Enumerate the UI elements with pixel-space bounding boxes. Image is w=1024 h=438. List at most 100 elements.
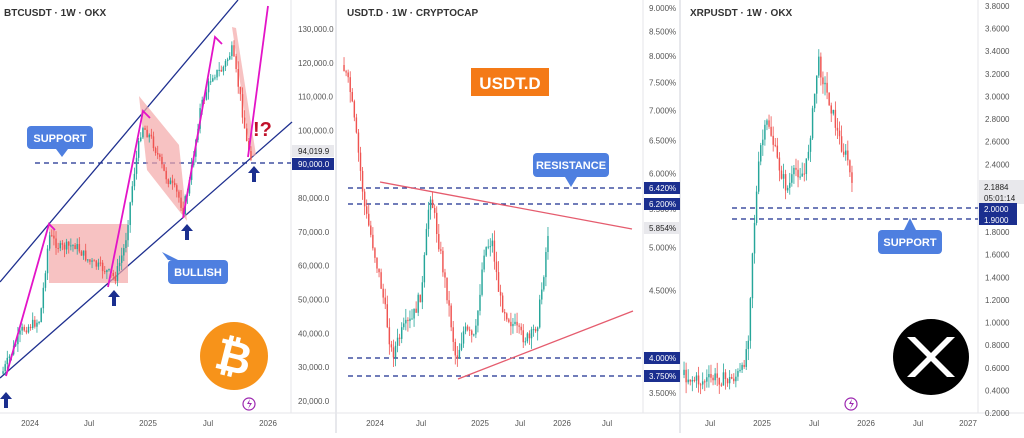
- candle: [125, 240, 127, 249]
- candle: [820, 56, 822, 78]
- candle: [176, 185, 178, 192]
- usdt-dominance-chart: USDT.D · 1W · CRYPTOCAP 9.000% 8.500% 8.00…: [343, 4, 680, 428]
- candle: [693, 379, 696, 381]
- candle: [46, 248, 49, 274]
- candle: [188, 179, 191, 194]
- candle: [23, 326, 25, 331]
- candle: [818, 56, 820, 76]
- btc-impulse-arrow-3: [182, 35, 223, 219]
- candle: [701, 381, 704, 385]
- candle: [458, 349, 461, 359]
- candle: [481, 269, 483, 295]
- candle: [148, 134, 150, 138]
- candle: [59, 243, 62, 249]
- candle: [720, 384, 723, 386]
- usdt-y-tick: 3.500%: [649, 389, 676, 398]
- candle: [776, 145, 779, 158]
- candle: [72, 245, 74, 247]
- candle: [747, 340, 750, 350]
- btc-y-tick: 50,000.0: [298, 296, 330, 305]
- candle: [743, 364, 745, 367]
- xrp-y-tick: 0.2000: [985, 409, 1010, 418]
- usdt-level-tag-1: [644, 182, 680, 194]
- candle: [452, 327, 454, 342]
- candle: [712, 377, 714, 381]
- candle: [710, 374, 712, 378]
- candle: [250, 151, 252, 160]
- usdt-x-axis: 2024 Jul 2025 Jul 2026 Jul: [366, 419, 612, 428]
- candle: [784, 174, 787, 191]
- btc-y-tick: 70,000.0: [298, 228, 330, 237]
- btc-bullish-label: BULLISH: [174, 267, 222, 279]
- candle: [101, 262, 104, 272]
- candle: [689, 379, 691, 382]
- candle: [423, 255, 426, 283]
- candle: [417, 294, 419, 313]
- candle: [161, 156, 163, 165]
- btc-y-tick: 60,000.0: [298, 262, 330, 271]
- xrp-y-tick: 0.4000: [985, 386, 1010, 395]
- candle: [93, 260, 95, 262]
- candle: [205, 92, 208, 100]
- candle: [229, 56, 231, 60]
- tradingview-flash-icon[interactable]: [844, 397, 858, 411]
- candle: [448, 300, 450, 306]
- candle: [127, 225, 129, 241]
- candle: [475, 325, 477, 335]
- candle: [706, 377, 708, 382]
- candle: [370, 225, 372, 235]
- candle: [78, 244, 81, 252]
- xrp-level-tag-2: [979, 214, 1017, 225]
- candle: [152, 136, 155, 149]
- candle: [757, 161, 760, 192]
- candle: [163, 164, 165, 171]
- candle: [108, 269, 110, 271]
- candle: [473, 334, 475, 336]
- xrp-support-label: SUPPORT: [883, 237, 936, 249]
- candle: [547, 235, 549, 252]
- candle: [811, 108, 814, 139]
- btc-y-tick: 30,000.0: [298, 363, 330, 372]
- candle: [524, 341, 527, 343]
- xrp-level-tag-1: [979, 203, 1017, 214]
- candle: [42, 287, 45, 309]
- candle: [545, 251, 547, 278]
- tradingview-flash-icon[interactable]: [242, 397, 256, 411]
- candle: [154, 148, 157, 153]
- usdt-y-tick: 8.000%: [649, 52, 676, 61]
- candle: [118, 262, 121, 267]
- candle: [70, 245, 72, 247]
- btc-bull-flag-1: [139, 96, 187, 221]
- xrp-y-tick: 3.2000: [985, 70, 1010, 79]
- usdt-chart-title: USDT.D · 1W · CRYPTOCAP: [347, 8, 478, 19]
- candle: [345, 71, 347, 73]
- candle: [793, 167, 795, 175]
- candle: [830, 105, 832, 114]
- xrp-y-tick: 2.6000: [985, 138, 1010, 147]
- candle: [218, 69, 220, 71]
- candle: [413, 308, 415, 319]
- candle: [516, 321, 518, 326]
- candle: [133, 173, 136, 187]
- candle: [730, 377, 733, 379]
- btc-x-tick: 2026: [259, 419, 277, 428]
- usdt-y-tick: 9.000%: [649, 4, 676, 13]
- usdt-x-tick: Jul: [416, 419, 426, 428]
- candle: [129, 202, 131, 226]
- candle: [828, 92, 830, 106]
- xrp-level-value-2: 1.9000: [984, 216, 1009, 225]
- arrow-up-icon: [108, 290, 120, 306]
- candle: [520, 326, 522, 331]
- btc-y-tick: 110,000.0: [298, 93, 334, 102]
- candle: [178, 191, 180, 198]
- btc-bull-flag-2: [232, 27, 256, 157]
- candle: [61, 243, 64, 245]
- candle: [807, 151, 810, 159]
- candle: [48, 235, 51, 249]
- candle: [233, 45, 235, 57]
- xrp-y-tick: 2.4000: [985, 160, 1010, 169]
- candle: [396, 337, 399, 346]
- candle: [38, 322, 40, 324]
